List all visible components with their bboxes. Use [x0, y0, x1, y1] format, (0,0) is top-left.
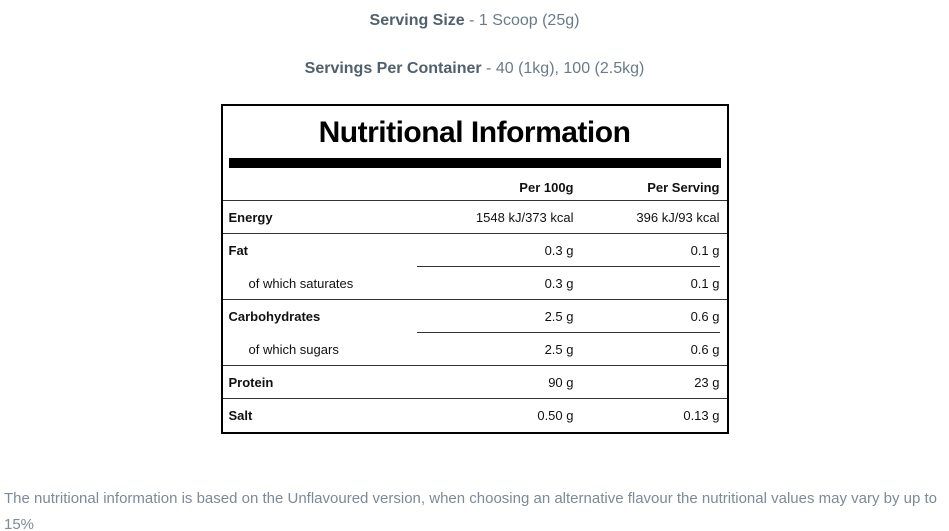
column-header-per-serving: Per Serving: [647, 179, 720, 195]
nutrient-values: 0.3 g 0.1 g: [417, 267, 720, 299]
serving-size-line: Serving Size - 1 Scoop (25g): [0, 0, 949, 30]
nutrient-values: 1548 kJ/373 kcal 396 kJ/93 kcal: [417, 201, 720, 233]
nutrient-name: Energy: [228, 209, 273, 225]
nutrition-row: of which saturates 0.3 g 0.1 g: [222, 267, 727, 300]
per-serving-value: 0.1 g: [690, 242, 720, 258]
nutrient-values: 2.5 g 0.6 g: [416, 300, 720, 333]
per-100g-value: 1548 kJ/373 kcal: [475, 209, 574, 225]
nutrition-table-header-row: Per 100g Per Serving: [222, 168, 727, 201]
nutrient-name: of which sugars: [248, 341, 339, 357]
nutrient-values: 2.5 g 0.6 g: [417, 333, 720, 365]
nutrition-row: Carbohydrates 2.5 g 0.6 g: [223, 300, 727, 333]
nutrition-row: Energy 1548 kJ/373 kcal 396 kJ/93 kcal: [222, 201, 727, 234]
per-serving-value: 0.6 g: [690, 308, 720, 324]
nutrition-table-title: Nutritional Information: [318, 116, 631, 149]
per-100g-value: 0.50 g: [537, 408, 574, 423]
nutrient-name: Protein: [228, 374, 274, 390]
nutrition-row: Salt 0.50 g 0.13 g: [223, 399, 727, 432]
nutrient-values: 0.3 g 0.1 g: [416, 234, 720, 267]
serving-size-value: - 1 Scoop (25g): [469, 12, 580, 29]
nutrition-footnote: The nutritional information is based on …: [4, 490, 938, 531]
nutrition-row: Protein 90 g 23 g: [222, 366, 727, 399]
nutrient-name: Fat: [228, 243, 249, 258]
per-100g-value: 90 g: [548, 374, 574, 390]
nutritional-information-table: Nutritional Information Per 100g Per Ser…: [220, 104, 729, 434]
nutrient-values: 90 g 23 g: [417, 366, 720, 398]
servings-per-container-label: Servings Per Container: [304, 60, 482, 77]
per-100g-value: 0.3 g: [544, 242, 574, 258]
per-serving-value: 0.1 g: [690, 275, 720, 291]
per-serving-value: 396 kJ/93 kcal: [636, 209, 720, 225]
per-100g-value: 2.5 g: [544, 341, 574, 357]
nutrition-row: of which sugars 2.5 g 0.6 g: [222, 333, 727, 366]
nutrient-name: Carbohydrates: [228, 309, 321, 324]
servings-per-container-value: - 40 (1kg), 100 (2.5kg): [486, 60, 645, 77]
nutrient-values: 0.50 g 0.13 g: [417, 399, 720, 432]
column-header-per-100g: Per 100g: [519, 179, 574, 195]
divider-bar: [228, 158, 721, 168]
servings-per-container-line: Servings Per Container - 40 (1kg), 100 (…: [0, 30, 949, 78]
per-serving-value: 0.6 g: [690, 341, 720, 357]
nutrient-name: of which saturates: [248, 275, 354, 291]
per-serving-value: 23 g: [694, 374, 720, 390]
per-100g-value: 2.5 g: [544, 308, 574, 324]
serving-size-label: Serving Size: [369, 12, 465, 29]
nutrition-row: Fat 0.3 g 0.1 g: [223, 234, 727, 267]
nutrient-name: Salt: [228, 408, 253, 423]
per-serving-value: 0.13 g: [683, 408, 720, 423]
per-100g-value: 0.3 g: [544, 275, 574, 291]
nutrition-rows-container: Energy 1548 kJ/373 kcal 396 kJ/93 kcal F…: [222, 201, 727, 432]
